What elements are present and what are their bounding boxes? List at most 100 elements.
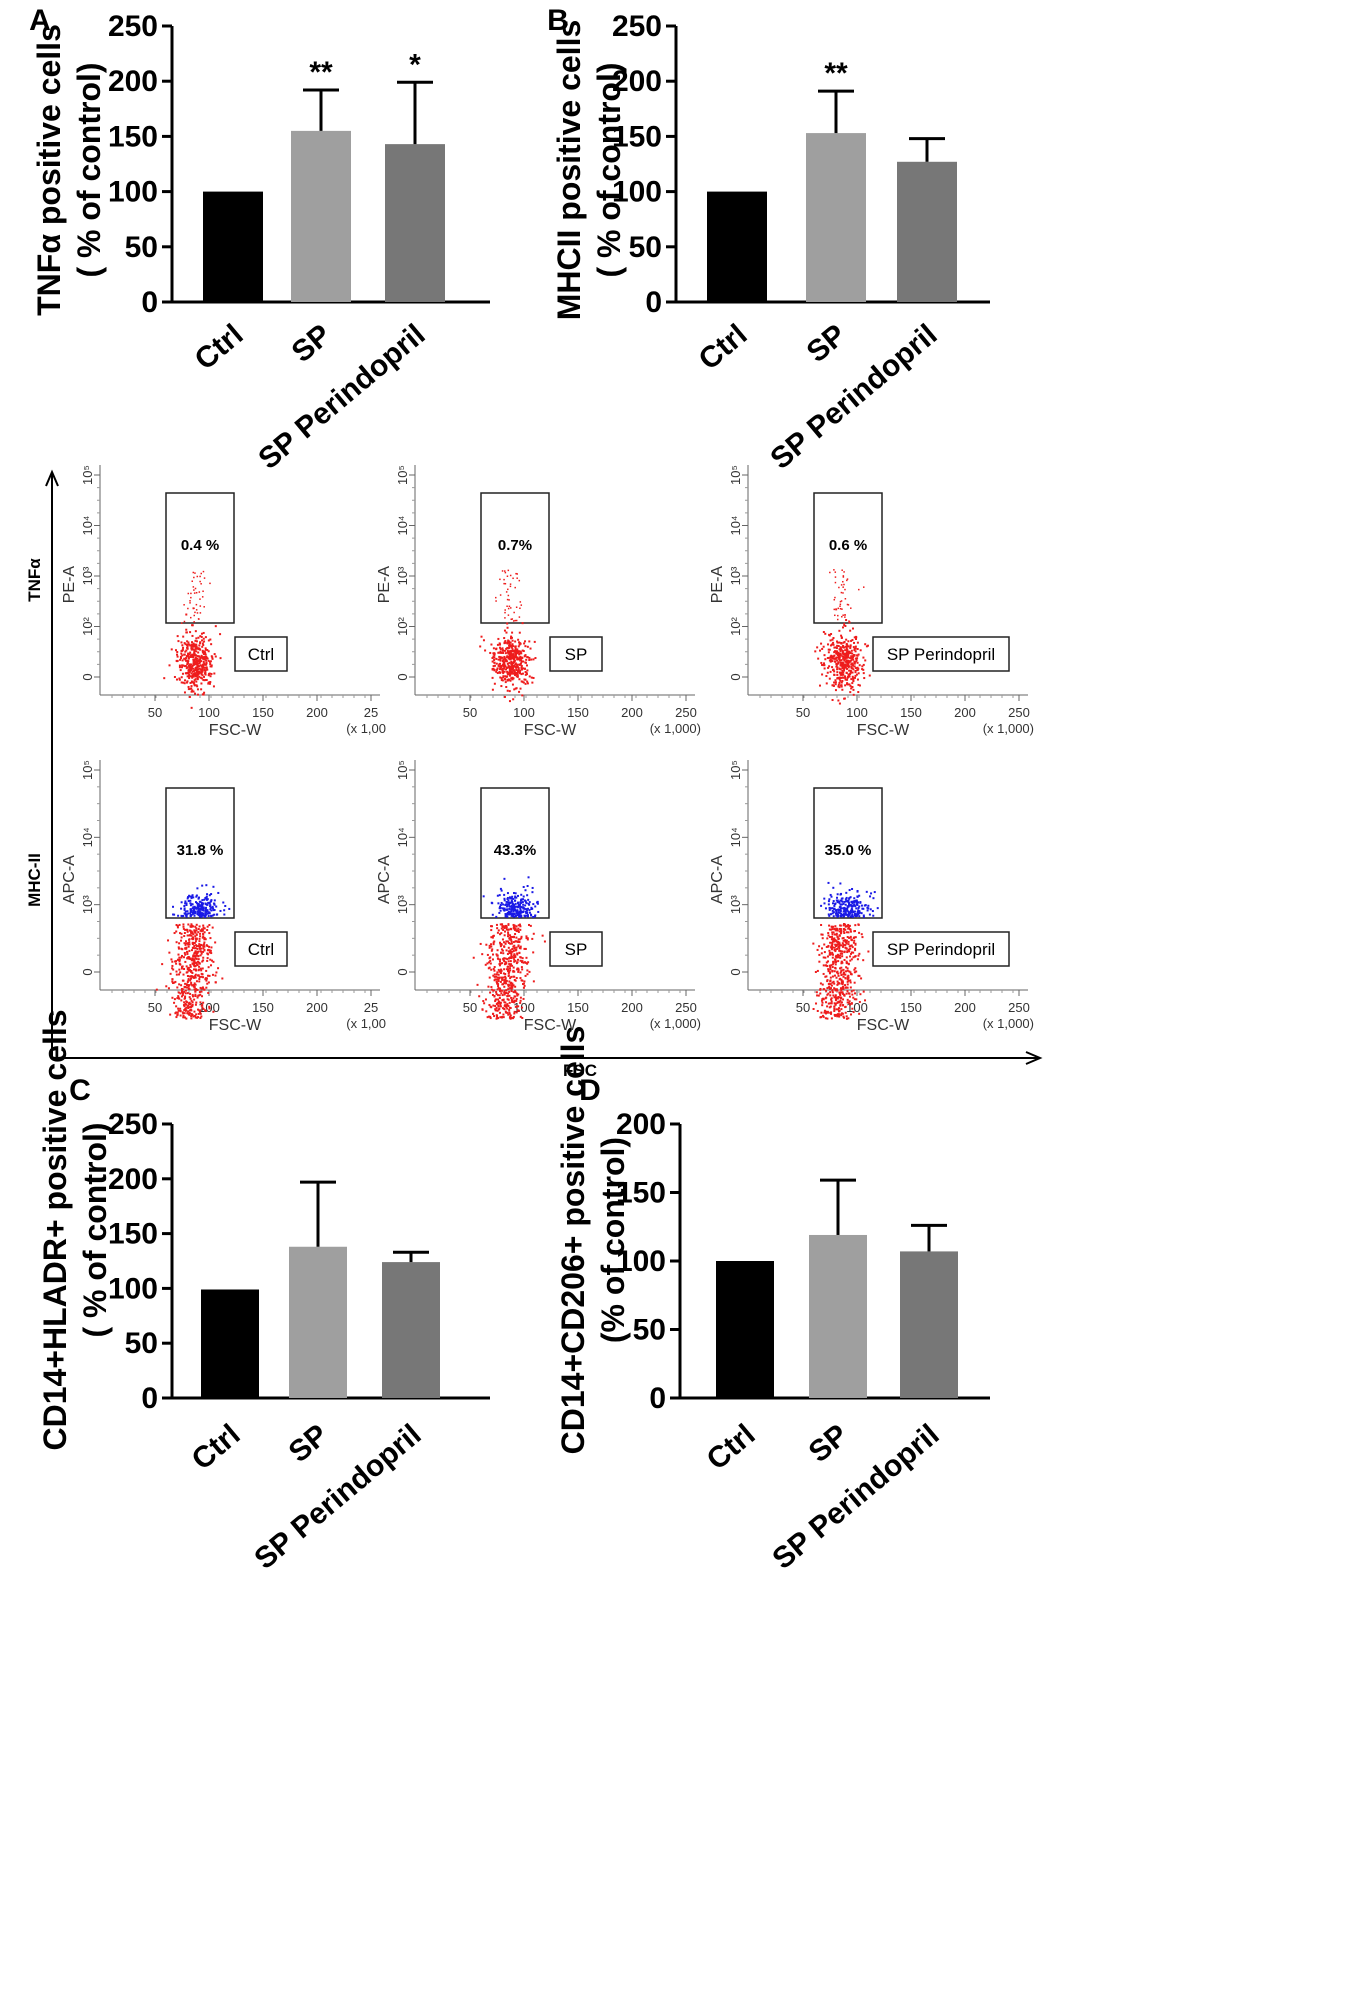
event-dot — [526, 914, 529, 917]
event-dot — [543, 940, 546, 943]
event-dot — [835, 663, 838, 666]
event-dot — [186, 930, 189, 933]
event-dot — [856, 661, 859, 664]
event-dot — [832, 637, 835, 640]
event-dot — [833, 940, 836, 943]
event-dot — [816, 994, 819, 997]
event-dot — [505, 991, 508, 994]
event-dot — [175, 973, 178, 976]
event-dot — [848, 945, 851, 948]
event-dot — [502, 976, 505, 979]
event-dot — [208, 1007, 211, 1010]
event-dot — [490, 949, 493, 952]
event-dot — [197, 897, 200, 900]
event-dot — [840, 664, 843, 667]
event-dot — [516, 671, 519, 674]
event-dot — [203, 941, 206, 944]
event-dot — [195, 659, 198, 662]
event-dot — [188, 677, 191, 680]
event-dot — [183, 951, 186, 954]
event-dot — [528, 640, 531, 643]
y-tick-label: 250 — [108, 1108, 158, 1141]
sample-label-box — [234, 931, 288, 967]
event-dot — [510, 990, 513, 993]
event-dot — [508, 678, 511, 681]
event-dot — [202, 1007, 205, 1010]
event-dot — [848, 924, 851, 927]
event-dot — [504, 930, 507, 933]
event-dot — [498, 960, 501, 963]
event-dot — [189, 895, 192, 898]
event-dot — [531, 681, 534, 684]
event-dot — [511, 618, 514, 620]
event-dot — [836, 941, 839, 944]
event-dot — [193, 658, 196, 661]
event-dot — [497, 986, 500, 989]
event-dot — [854, 924, 857, 927]
event-dot — [190, 1017, 193, 1020]
event-dot — [201, 912, 204, 915]
event-dot — [832, 902, 835, 905]
event-dot — [849, 629, 852, 632]
event-dot — [481, 953, 484, 956]
event-dot — [212, 902, 215, 905]
event-dot — [506, 903, 509, 906]
event-dot — [191, 641, 194, 644]
event-dot — [840, 897, 843, 900]
event-dot — [201, 899, 204, 902]
event-dot — [198, 925, 201, 928]
event-dot — [518, 923, 521, 926]
plot-x-tick-label: 150 — [567, 1000, 589, 1015]
event-dot — [845, 619, 848, 622]
event-dot — [839, 987, 842, 990]
event-dot — [842, 656, 845, 659]
event-dot — [185, 631, 188, 634]
event-dot — [848, 621, 851, 624]
event-dot — [843, 667, 846, 670]
event-dot — [206, 929, 209, 932]
event-dot — [203, 662, 206, 665]
event-dot — [867, 907, 870, 910]
event-dot — [514, 640, 517, 643]
plot-y-tick-label: 10³ — [80, 566, 95, 585]
event-dot — [850, 905, 853, 908]
event-dot — [857, 913, 860, 916]
event-dot — [843, 624, 846, 627]
event-dot — [215, 971, 218, 974]
event-dot — [517, 970, 520, 973]
event-dot — [820, 1016, 823, 1019]
event-dot — [508, 645, 511, 648]
event-dot — [517, 993, 520, 996]
event-dot — [848, 913, 851, 916]
event-dot — [534, 915, 537, 918]
event-dot — [514, 985, 517, 988]
y-tick-label: 100 — [108, 1272, 158, 1305]
event-dot — [177, 991, 180, 994]
event-dot — [522, 681, 525, 684]
event-dot — [502, 972, 505, 975]
event-dot — [198, 946, 201, 949]
event-dot — [854, 955, 857, 958]
event-dot — [506, 1007, 509, 1010]
y-axis-label: CD14+HLADR+ positive cells — [37, 1009, 73, 1450]
event-dot — [518, 905, 521, 908]
event-dot — [526, 938, 529, 941]
event-dot — [194, 1016, 197, 1019]
event-dot — [844, 923, 847, 926]
event-dot — [188, 941, 191, 944]
event-dot — [839, 991, 842, 994]
event-dot — [502, 903, 505, 906]
event-dot — [836, 1013, 839, 1016]
gate-box — [165, 492, 235, 624]
event-dot — [834, 571, 837, 573]
event-dot — [855, 907, 858, 910]
event-dot — [843, 931, 846, 934]
plot-y-tick-label: 0 — [80, 673, 95, 680]
event-dot — [831, 638, 834, 641]
event-dot — [485, 1010, 488, 1013]
event-dot — [192, 607, 194, 609]
event-dot — [860, 912, 863, 915]
event-dot — [842, 626, 845, 629]
event-dot — [831, 981, 834, 984]
event-dot — [838, 930, 841, 933]
